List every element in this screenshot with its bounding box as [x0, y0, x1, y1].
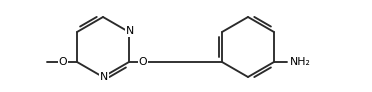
Text: O: O — [59, 57, 67, 67]
Text: NH₂: NH₂ — [289, 57, 310, 67]
Text: O: O — [139, 57, 147, 67]
Text: N: N — [126, 26, 134, 37]
Text: N: N — [100, 72, 108, 83]
